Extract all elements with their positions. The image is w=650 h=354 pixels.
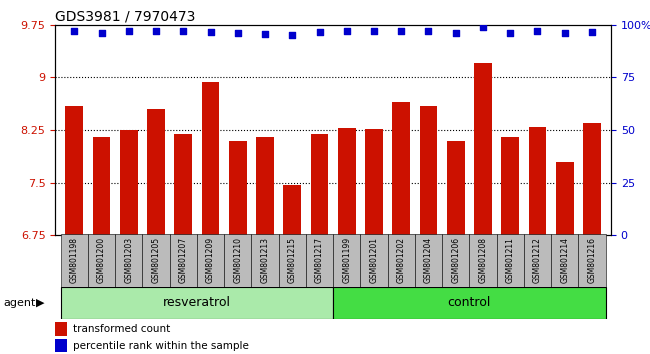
Bar [415,234,442,289]
Point [423,28,434,34]
Bar [279,234,306,289]
Point [287,33,298,38]
Bar [528,127,546,354]
Point [369,28,379,34]
Text: GSM801208: GSM801208 [478,237,488,283]
Point [69,28,79,34]
Point [396,28,406,34]
Text: control: control [448,296,491,309]
Bar [551,234,578,289]
Text: GSM801209: GSM801209 [206,237,215,283]
Text: GSM801213: GSM801213 [261,237,270,283]
Point [532,28,543,34]
Bar [142,234,170,289]
Bar [578,234,606,289]
Bar [202,82,220,354]
Bar [197,234,224,289]
Point [505,30,515,36]
Bar [501,137,519,354]
Text: GSM801216: GSM801216 [588,237,597,283]
Text: GSM801212: GSM801212 [533,237,542,283]
Bar [256,137,274,354]
Text: GSM801199: GSM801199 [343,237,351,283]
Bar [556,162,573,354]
Text: GSM801217: GSM801217 [315,237,324,283]
Bar [387,234,415,289]
Bar [174,133,192,354]
Point [478,24,488,30]
Bar [333,287,606,319]
Point [151,28,161,34]
Text: GSM801207: GSM801207 [179,237,188,283]
Bar [224,234,252,289]
Bar [420,105,437,354]
Bar [60,287,333,319]
Bar [447,141,465,354]
Bar [170,234,197,289]
Text: ▶: ▶ [36,298,44,308]
Text: transformed count: transformed count [73,324,170,334]
Text: GSM801206: GSM801206 [451,237,460,283]
Text: GSM801203: GSM801203 [124,237,133,283]
Point [315,29,325,35]
Text: GSM801214: GSM801214 [560,237,569,283]
Bar [524,234,551,289]
Bar [497,234,524,289]
Bar [333,234,360,289]
Text: percentile rank within the sample: percentile rank within the sample [73,341,249,350]
Bar [252,234,279,289]
Bar [393,102,410,354]
Bar [338,128,356,354]
Text: agent: agent [3,298,36,308]
Text: GSM801215: GSM801215 [288,237,297,283]
Point [205,29,216,35]
Bar [360,234,387,289]
Bar [55,322,68,336]
Text: GDS3981 / 7970473: GDS3981 / 7970473 [55,10,196,24]
Point [450,30,461,36]
Bar [93,137,110,354]
Text: GSM801200: GSM801200 [97,237,106,283]
Text: GSM801211: GSM801211 [506,237,515,283]
Text: GSM801205: GSM801205 [151,237,161,283]
Text: GSM801210: GSM801210 [233,237,242,283]
Bar [469,234,497,289]
Text: GSM801202: GSM801202 [396,237,406,283]
Bar [583,123,601,354]
Bar [60,234,88,289]
Point [560,30,570,36]
Point [341,28,352,34]
Bar [88,234,115,289]
Point [260,32,270,37]
Bar [115,234,142,289]
Bar [283,185,301,354]
Bar [442,234,469,289]
Bar [55,339,68,352]
Bar [147,109,165,354]
Text: GSM801198: GSM801198 [70,237,79,283]
Point [96,30,107,36]
Point [178,28,188,34]
Point [233,30,243,36]
Bar [474,63,492,354]
Bar [120,130,138,354]
Bar [66,105,83,354]
Text: resveratrol: resveratrol [163,296,231,309]
Point [124,28,134,34]
Text: GSM801204: GSM801204 [424,237,433,283]
Bar [229,141,246,354]
Bar [311,133,328,354]
Bar [306,234,333,289]
Bar [365,129,383,354]
Point [587,29,597,35]
Text: GSM801201: GSM801201 [369,237,378,283]
